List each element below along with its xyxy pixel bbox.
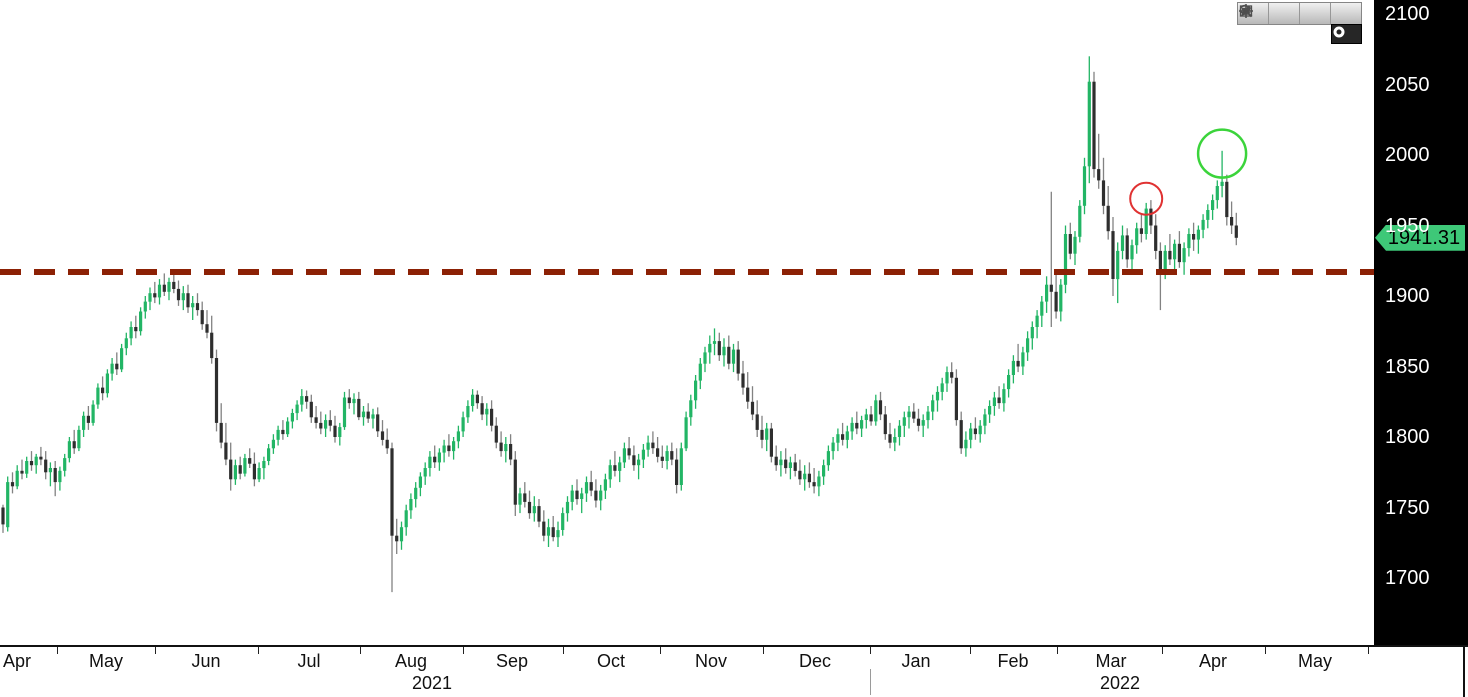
x-axis-line — [0, 645, 1468, 647]
month-tick — [970, 646, 971, 654]
month-label: Apr — [1198, 651, 1228, 671]
price-tick-label: 2050 — [1385, 73, 1430, 96]
month-tick — [763, 646, 764, 654]
price-tick-label: 1900 — [1385, 285, 1430, 307]
month-tick — [1162, 646, 1163, 654]
last-price-tag: 1941.31 — [1375, 224, 1465, 251]
month-tick — [258, 646, 259, 654]
month-label: Jan — [901, 651, 931, 671]
month-label: Oct — [596, 651, 626, 671]
price-tick-label: 1750 — [1385, 496, 1430, 519]
month-tick — [57, 646, 58, 654]
price-tick-label: 2000 — [1385, 144, 1430, 166]
month-label: Mar — [1095, 651, 1127, 671]
month-tick — [660, 646, 661, 654]
month-label: May — [1297, 651, 1333, 671]
price-tick-label: 1950 — [1385, 214, 1430, 237]
record-button[interactable] — [1331, 24, 1362, 44]
month-tick — [1368, 646, 1369, 654]
green-circle-annotation[interactable] — [1196, 128, 1248, 179]
month-label: Dec — [798, 651, 832, 671]
month-tick — [1265, 646, 1266, 654]
month-label: Feb — [997, 651, 1029, 671]
list-tool-button[interactable] — [1239, 3, 1331, 24]
price-tick-label: 1800 — [1385, 426, 1430, 448]
month-label: Apr — [2, 651, 32, 671]
month-label: Nov — [694, 651, 728, 671]
price-tick-label: 1850 — [1385, 355, 1430, 378]
month-label: May — [88, 651, 124, 671]
month-tick — [155, 646, 156, 654]
month-label: Aug — [394, 651, 428, 671]
last-price-value: 1941.31 — [1387, 226, 1461, 249]
month-tick — [563, 646, 564, 654]
candlestick-chart[interactable] — [0, 0, 1374, 646]
candles-layer — [1, 56, 1238, 593]
month-tick — [463, 646, 464, 654]
month-tick — [870, 646, 871, 654]
time-axis[interactable]: Apr May Jun Jul Aug Sep Oct Nov Dec Jan Feb Mar Apr M… — [0, 646, 1468, 697]
year-label: 2021 — [411, 673, 453, 693]
plot-area[interactable] — [0, 0, 1374, 646]
month-label: Jul — [297, 651, 321, 671]
chart-toolbar — [1237, 2, 1362, 25]
red-circle-annotation[interactable] — [1129, 181, 1164, 216]
year-label: 2022 — [1099, 673, 1141, 693]
price-tick-label: 1700 — [1385, 567, 1430, 589]
month-label: Sep — [495, 651, 529, 671]
year-separator-line — [870, 669, 871, 695]
zoom-tool-button[interactable] — [1239, 3, 1361, 24]
month-tick — [360, 646, 361, 654]
draw-tool-button[interactable] — [1241, 3, 1300, 24]
price-axis[interactable]: 1941.31 2100 2050 2000 1950 1900 1850 1800 1750… — [1374, 0, 1468, 645]
right-border-line — [1463, 645, 1465, 697]
month-label: Jun — [191, 651, 221, 671]
month-tick — [1057, 646, 1058, 654]
price-tick-label: 2100 — [1385, 3, 1430, 25]
